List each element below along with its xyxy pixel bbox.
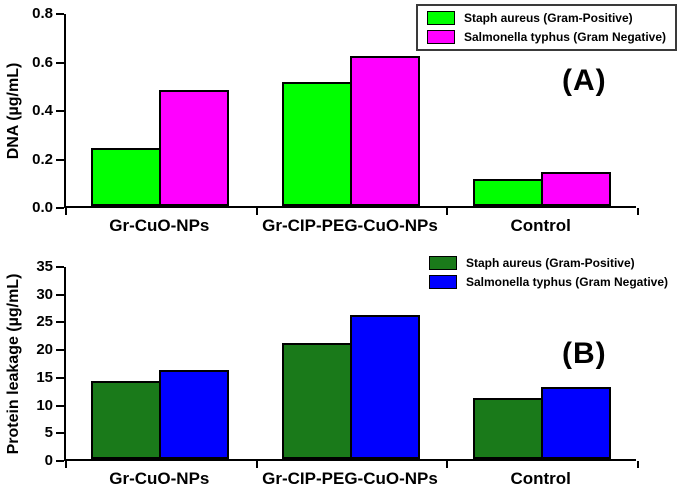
legend-label: Staph aureus (Gram-Positive) [463,11,633,25]
category-label: Gr-CuO-NPs [109,216,210,235]
y-tick [56,207,64,209]
y-tick-label: 0 [44,452,53,469]
y-tick [56,13,64,15]
y-tick-label: 15 [36,368,53,386]
bar [282,343,352,459]
legend-swatch [426,11,455,25]
chart-panel-a: 0.0 0.2 0.4 0.6 0.8 Gr-CuO-NPs Gr-CIP-PEG-CuO-… [5,4,677,235]
y-tick [56,432,64,435]
y-tick-label: 10 [36,396,53,414]
bar [91,148,161,206]
legend-row: Staph aureus (Gram-Positive) [428,256,668,270]
y-tick [56,293,64,296]
category-label: Control [510,216,571,235]
y-axis-label: Protein leakage (µg/mL) [5,273,22,455]
legend-label: Salmonella typhus (Gram Negative) [465,275,668,289]
legend-swatch [428,256,457,270]
category-label: Gr-CIP-PEG-CuO-NPs [262,469,438,488]
y-axis-label: DNA (µg/mL) [5,62,22,160]
x-tick [65,208,67,215]
y-tick-label: 25 [36,313,53,331]
x-tick [255,208,258,215]
x-tick [446,208,449,215]
y-tick [56,266,64,268]
x-tick [65,461,67,468]
y-tick [56,404,64,407]
bar [350,315,420,459]
y-tick [56,376,64,379]
bar [541,172,611,206]
legend-row: Salmonella typhus (Gram Negative) [426,30,666,44]
legend-row: Staph aureus (Gram-Positive) [426,11,666,25]
x-tick [446,461,449,468]
category-label: Control [510,469,571,488]
y-tick-label: 35 [36,258,53,275]
plot-area: 0 5 10 15 20 25 30 35 [36,258,639,469]
y-tick-label: 30 [36,285,53,303]
legend: Staph aureus (Gram-Positive) Salmonella t… [419,251,677,294]
y-tick [56,158,64,161]
bar [159,370,229,459]
legend-row: Salmonella typhus (Gram Negative) [428,275,668,289]
y-tick-label: 5 [44,424,53,442]
bar [541,387,611,459]
y-tick [56,110,64,112]
bar [159,90,229,206]
legend-swatch [426,30,455,44]
x-tick [637,461,639,468]
panel-label: (A) [562,64,607,97]
y-tick-label: 0.4 [32,102,53,119]
bar [473,398,543,459]
legend-swatch [428,275,457,289]
panel-label: (B) [562,337,607,370]
legend: Staph aureus (Gram-Positive) Salmonella t… [415,4,677,51]
x-tick [637,208,639,215]
bar [473,179,543,206]
category-label: Gr-CuO-NPs [109,469,210,488]
y-tick-label: 20 [36,341,53,359]
bar [282,82,352,206]
x-tick [255,461,258,468]
y-tick-label: 0.0 [32,199,53,216]
y-tick-label: 0.2 [32,150,53,168]
y-tick-label: 0.6 [32,53,53,71]
bar [91,381,161,459]
y-tick [56,349,64,352]
bar [350,56,420,206]
chart-panel-b: 0 5 10 15 20 25 30 35 Gr-CuO-NPs Gr-CIP-PEG-CuO-N… [0,249,685,498]
legend-label: Staph aureus (Gram-Positive) [465,256,635,270]
y-tick-label: 0.8 [32,5,53,22]
plot-area: 0.0 0.2 0.4 0.6 0.8 [32,5,639,216]
y-tick [56,460,64,462]
legend-label: Salmonella typhus (Gram Negative) [463,30,666,44]
y-tick [56,61,64,64]
category-label: Gr-CIP-PEG-CuO-NPs [262,216,438,235]
y-tick [56,321,64,324]
